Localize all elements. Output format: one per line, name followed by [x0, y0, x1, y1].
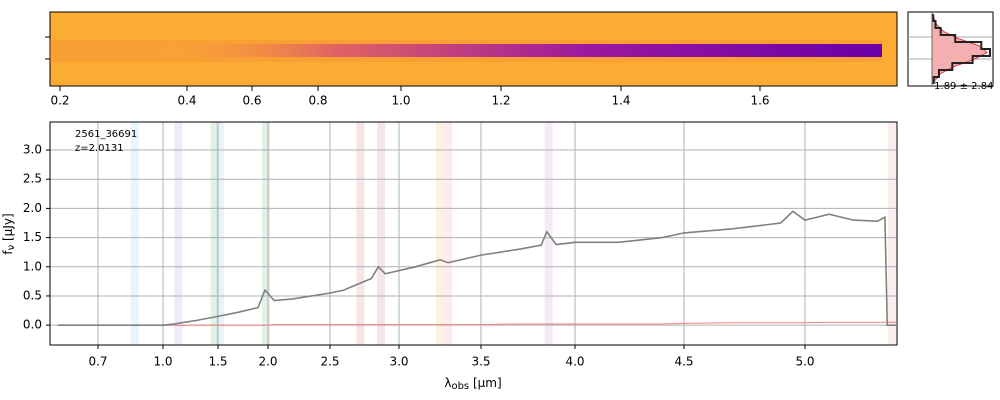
y-label: fν [μJy] — [1, 213, 18, 254]
line-marker — [444, 122, 453, 345]
x-tick-label: 1.0 — [391, 94, 410, 108]
line-marker — [216, 122, 224, 345]
line-marker — [174, 122, 183, 345]
x-tick-label: 2.5 — [320, 355, 339, 369]
x-tick-label: 0.8 — [308, 94, 327, 108]
x-tick-label: 0.6 — [242, 94, 261, 108]
x-tick-label: 3.0 — [389, 355, 408, 369]
spectrum-line — [58, 321, 897, 326]
spectrum-line — [58, 210, 897, 326]
line-marker — [888, 122, 897, 345]
y-tick-label: 1.0 — [23, 259, 42, 273]
x-tick-label: 1.0 — [153, 355, 172, 369]
x-label-part: obs — [451, 381, 469, 392]
annotation: z=2.0131 — [75, 143, 124, 154]
y-label-part: f — [1, 250, 15, 255]
line-marker — [130, 122, 139, 345]
line-marker — [436, 122, 444, 345]
profile-annotation: -1.89 ± 2.84 — [931, 81, 994, 92]
x-tick-label: 1.4 — [611, 94, 630, 108]
line-marker — [377, 122, 386, 345]
line-marker — [262, 122, 270, 345]
x-tick-label: 0.2 — [50, 94, 69, 108]
y-label-part: ν — [6, 244, 17, 250]
line-marker — [210, 122, 219, 345]
x-tick-label: 5.0 — [795, 355, 814, 369]
plot-frame — [49, 121, 898, 346]
x-tick-label: 0.4 — [177, 94, 196, 108]
profile-fit — [931, 13, 989, 86]
x-tick-label: 2.0 — [258, 355, 277, 369]
trace — [150, 44, 882, 57]
y-tick-label: 0.0 — [23, 318, 42, 332]
x-label-part: [μm] — [469, 376, 502, 390]
x-tick-label: 3.5 — [471, 355, 490, 369]
x-tick-label: 0.7 — [88, 355, 107, 369]
y-tick-label: 3.0 — [23, 143, 42, 157]
x-tick-label: 1.5 — [208, 355, 227, 369]
x-tick-label: 1.2 — [491, 94, 510, 108]
y-label-part: [μJy] — [1, 213, 15, 244]
annotation: 2561_36691 — [75, 129, 137, 140]
x-label: λobs [μm] — [444, 376, 501, 393]
x-tick-label: 4.5 — [674, 355, 693, 369]
x-tick-label: 1.6 — [750, 94, 769, 108]
y-tick-label: 2.0 — [23, 201, 42, 215]
y-tick-label: 2.5 — [23, 172, 42, 186]
profile-frame — [907, 11, 994, 87]
x-tick-label: 4.0 — [565, 355, 584, 369]
x-label-part: λ — [444, 376, 451, 390]
profile-hist — [932, 14, 991, 84]
y-tick-label: 0.5 — [23, 288, 42, 302]
line-marker — [356, 122, 365, 345]
y-tick-label: 1.5 — [23, 230, 42, 244]
